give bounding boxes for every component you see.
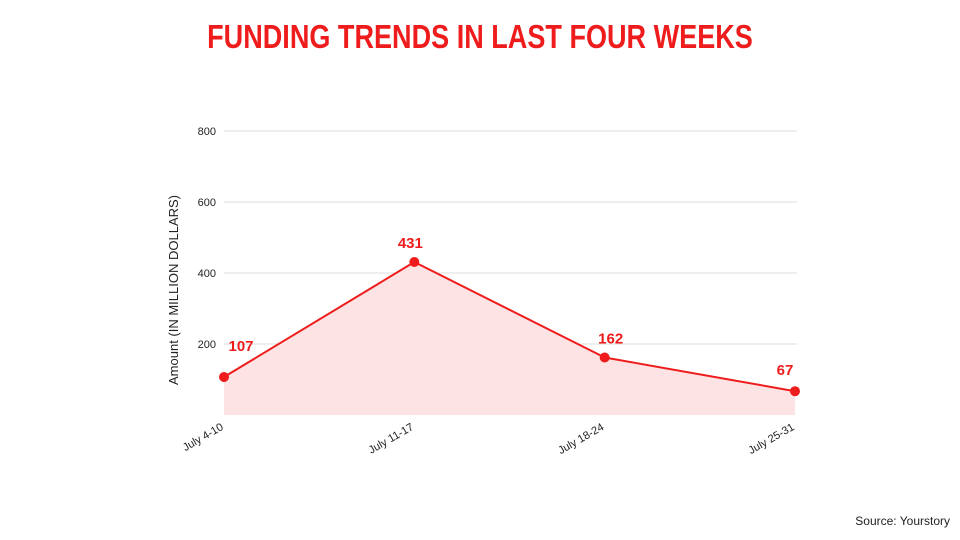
data-point (409, 256, 420, 267)
data-label: 162 (598, 330, 623, 347)
data-label: 107 (228, 338, 253, 355)
x-tick-label: July 18-24 (556, 421, 606, 457)
chart-title: FUNDING TRENDS IN LAST FOUR WEEKS (207, 18, 753, 55)
y-tick-label: 400 (198, 268, 216, 280)
x-tick-label: July 4-10 (181, 421, 226, 454)
data-label: 67 (777, 362, 794, 379)
data-point (790, 386, 800, 397)
series-line-group (223, 260, 796, 393)
series-line (223, 260, 796, 393)
data-point (599, 352, 610, 363)
x-tick-label: July 11-17 (367, 421, 416, 456)
series-area (224, 261, 795, 415)
data-labels-group: 107 431 162 67 (228, 235, 793, 379)
y-tick-label: 800 (198, 126, 216, 138)
y-tick-label: 200 (198, 339, 216, 351)
y-tick-labels: 200 400 600 800 (198, 126, 216, 351)
y-tick-label: 600 (198, 197, 216, 209)
source-note: Source: Yourstory (855, 514, 950, 528)
points-group (219, 256, 800, 397)
area-fill (224, 261, 795, 415)
x-tick-labels: July 4-10 July 11-17 July 18-24 July 25-31 (181, 421, 797, 457)
data-point (219, 372, 229, 383)
data-label: 431 (398, 235, 423, 252)
x-tick-label: July 25-31 (747, 421, 797, 457)
y-axis-label: Amount (IN MILLION DOLLARS) (166, 195, 181, 385)
